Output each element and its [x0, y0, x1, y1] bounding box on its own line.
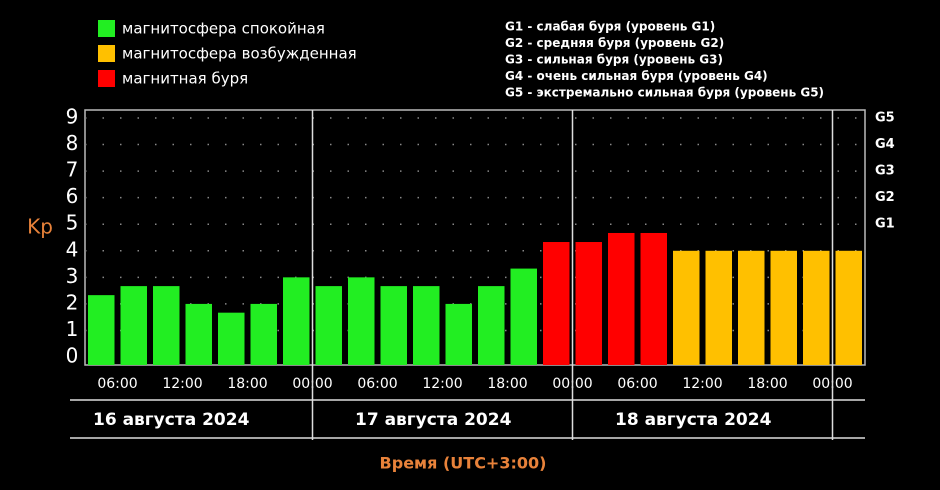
y2-tick-label: G4 — [875, 137, 895, 152]
bar — [348, 277, 375, 365]
x-axis-label: Время (UTC+3:00) — [380, 454, 547, 473]
storm-level-label: G4 - очень сильная буря (уровень G4) — [505, 69, 768, 83]
x-tick-label: 06:00 — [617, 376, 657, 392]
x-tick-label: 12:00 — [682, 376, 722, 392]
bar — [770, 250, 797, 365]
storm-level-label: G3 - сильная буря (уровень G3) — [505, 53, 723, 67]
y-tick-label: 0 — [66, 344, 79, 368]
day-label: 17 августа 2024 — [355, 410, 512, 430]
bar — [185, 303, 212, 365]
bar — [478, 286, 505, 365]
storm-level-label: G2 - средняя буря (уровень G2) — [505, 36, 724, 50]
y-tick-label: 6 — [66, 184, 79, 208]
bar — [283, 277, 310, 365]
y2-tick-label: G2 — [875, 190, 895, 205]
day-label: 16 августа 2024 — [93, 410, 250, 430]
bar — [705, 250, 732, 365]
bar — [445, 303, 472, 365]
bar — [543, 242, 570, 365]
x-tick-label: 18:00 — [227, 376, 267, 392]
x-tick-label: 18:00 — [747, 376, 787, 392]
y2-tick-label: G3 — [875, 164, 895, 179]
storm-level-label: G1 - слабая буря (уровень G1) — [505, 20, 715, 34]
y-tick-label: 8 — [66, 131, 79, 155]
bar — [413, 286, 440, 365]
bar — [315, 286, 342, 365]
bar — [120, 286, 147, 365]
y-tick-label: 9 — [66, 104, 79, 128]
storm-level-label: G5 - экстремально сильная буря (уровень … — [505, 86, 824, 100]
legend-swatch — [98, 20, 115, 37]
bar — [835, 250, 862, 365]
y-tick-label: 4 — [66, 237, 79, 261]
legend-label: магнитосфера спокойная — [122, 20, 325, 38]
bar — [738, 250, 765, 365]
bar — [153, 286, 180, 365]
bar — [218, 312, 245, 365]
y-tick-label: 3 — [66, 264, 79, 288]
bar — [575, 242, 602, 365]
bar — [380, 286, 407, 365]
bar — [640, 232, 667, 365]
bar — [88, 295, 115, 365]
legend-label: магнитная буря — [122, 70, 248, 88]
y-tick-label: 7 — [66, 158, 79, 182]
bar — [608, 232, 635, 365]
y-axis-label: Kp — [27, 215, 53, 239]
legend-swatch — [98, 45, 115, 62]
x-tick-label: 06:00 — [357, 376, 397, 392]
y2-tick-label: G1 — [875, 217, 895, 232]
day-label: 18 августа 2024 — [615, 410, 772, 430]
x-tick-label: 12:00 — [422, 376, 462, 392]
x-tick-label: 18:00 — [487, 376, 527, 392]
x-tick-label: 06:00 — [97, 376, 137, 392]
y-tick-label: 2 — [66, 290, 79, 314]
y2-tick-label: G5 — [875, 110, 895, 125]
y-tick-label: 1 — [66, 317, 79, 341]
legend-label: магнитосфера возбужденная — [122, 45, 357, 63]
bar — [803, 250, 830, 365]
y-tick-label: 5 — [66, 211, 79, 235]
bar — [673, 250, 700, 365]
bar — [250, 303, 277, 365]
legend-swatch — [98, 70, 115, 87]
x-tick-label: 12:00 — [162, 376, 202, 392]
plot-frame — [84, 109, 866, 366]
bar — [510, 268, 537, 365]
